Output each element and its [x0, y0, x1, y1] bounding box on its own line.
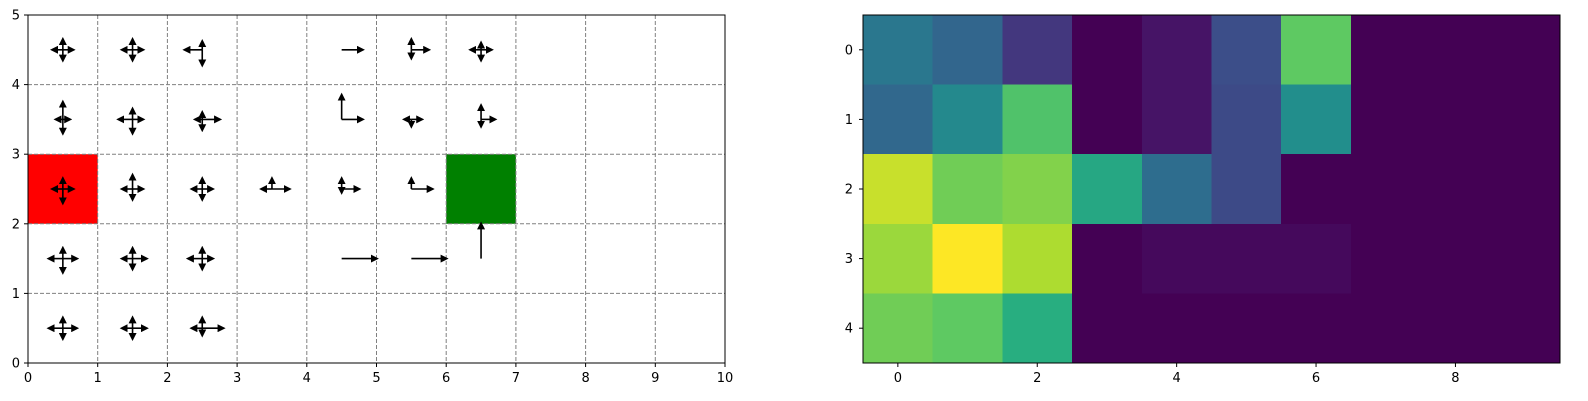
- heatmap-cell: [1420, 84, 1491, 155]
- heatmap-cell: [863, 223, 934, 294]
- heatmap-cell: [1211, 15, 1282, 86]
- heatmap-cell: [1072, 154, 1143, 225]
- heatmap-cell: [1420, 293, 1491, 364]
- heatmap-cell: [932, 293, 1003, 364]
- x-tick-label: 10: [717, 371, 734, 386]
- value-heatmap-plot: 0 2 4 6 8 0 1 2 3 4: [845, 14, 1561, 386]
- heatmap-cell: [1281, 293, 1352, 364]
- heatmap-cell: [1350, 15, 1422, 86]
- heatmap-cell: [1072, 293, 1143, 364]
- x-tick-label: 0: [24, 371, 32, 386]
- heatmap-cell: [1350, 84, 1422, 155]
- heatmap-cell: [1211, 223, 1282, 294]
- heatmap-cell: [1141, 293, 1212, 364]
- heatmap-cell: [1420, 15, 1491, 86]
- heatmap-cell: [932, 84, 1003, 155]
- heatmap-cell: [932, 223, 1003, 294]
- heatmap-cell: [1002, 15, 1073, 86]
- heatmap-cell: [1350, 293, 1422, 364]
- y-tick-label: 0: [845, 43, 853, 58]
- heatmap-cell: [1002, 154, 1073, 225]
- heatmap-cell: [1002, 223, 1073, 294]
- heatmap-cell: [932, 15, 1003, 86]
- x-tick-label: 4: [303, 371, 311, 386]
- x-tick-label: 6: [1312, 371, 1320, 386]
- heatmap-cell: [1002, 293, 1073, 364]
- y-tick-label: 4: [12, 78, 20, 93]
- x-tick-label: 2: [163, 371, 171, 386]
- heatmap-cell: [1281, 84, 1352, 155]
- x-tick-label: 6: [442, 371, 450, 386]
- heatmap-cell: [1211, 84, 1282, 155]
- heatmap-cell: [1141, 15, 1212, 86]
- heatmap-cell: [1420, 154, 1491, 225]
- heatmap-cell: [863, 293, 934, 364]
- heatmap-cell: [1490, 293, 1561, 364]
- heatmap-cell: [1211, 293, 1282, 364]
- x-tick-label: 9: [651, 371, 659, 386]
- heatmap-cell: [1490, 223, 1561, 294]
- policy-grid-plot: 0 1 2 3 4 5 6 7 8 9 10 0 1 2 3 4 5: [12, 9, 734, 387]
- heatmap-cell: [1490, 84, 1561, 155]
- y-tick-label: 2: [12, 217, 20, 232]
- heatmap-cell: [1281, 154, 1352, 225]
- heatmap-cell: [1072, 15, 1143, 86]
- y-tick-label: 1: [845, 113, 853, 128]
- heatmap-cell: [1490, 154, 1561, 225]
- y-tick-label: 4: [845, 322, 853, 337]
- heatmap-cell: [863, 15, 934, 86]
- y-tick-label: 3: [12, 148, 20, 163]
- heatmap-cell: [932, 154, 1003, 225]
- colored-cell: [446, 154, 516, 224]
- heatmap-cell: [1211, 154, 1282, 225]
- heatmap-cell: [1072, 84, 1143, 155]
- x-tick-label: 7: [512, 371, 520, 386]
- y-tick-label: 5: [12, 9, 20, 24]
- y-tick-label: 0: [12, 357, 20, 372]
- heatmap-cell: [863, 154, 934, 225]
- heatmap-cell: [1072, 223, 1143, 294]
- x-tick-label: 8: [1451, 371, 1459, 386]
- heatmap-cell: [1490, 15, 1561, 86]
- x-tick-label: 2: [1033, 371, 1041, 386]
- x-tick-label: 4: [1173, 371, 1181, 386]
- y-tick-label: 2: [845, 183, 853, 198]
- x-tick-label: 5: [372, 371, 380, 386]
- x-tick-label: 0: [894, 371, 902, 386]
- x-tick-label: 8: [581, 371, 589, 386]
- heatmap-cell: [1420, 223, 1491, 294]
- heatmap-cell: [1141, 154, 1212, 225]
- y-tick-label: 1: [12, 287, 20, 302]
- heatmap-cell: [1002, 84, 1073, 155]
- y-tick-label: 3: [845, 252, 853, 267]
- heatmap-cell: [1281, 223, 1352, 294]
- heatmap-cell: [863, 84, 934, 155]
- heatmap-cell: [1350, 154, 1422, 225]
- heatmap-cell: [1141, 84, 1212, 155]
- heatmap-cell: [1141, 223, 1212, 294]
- x-tick-label: 3: [233, 371, 241, 386]
- heatmap-cell: [1281, 15, 1352, 86]
- heatmap-cell: [1350, 223, 1422, 294]
- x-tick-label: 1: [94, 371, 102, 386]
